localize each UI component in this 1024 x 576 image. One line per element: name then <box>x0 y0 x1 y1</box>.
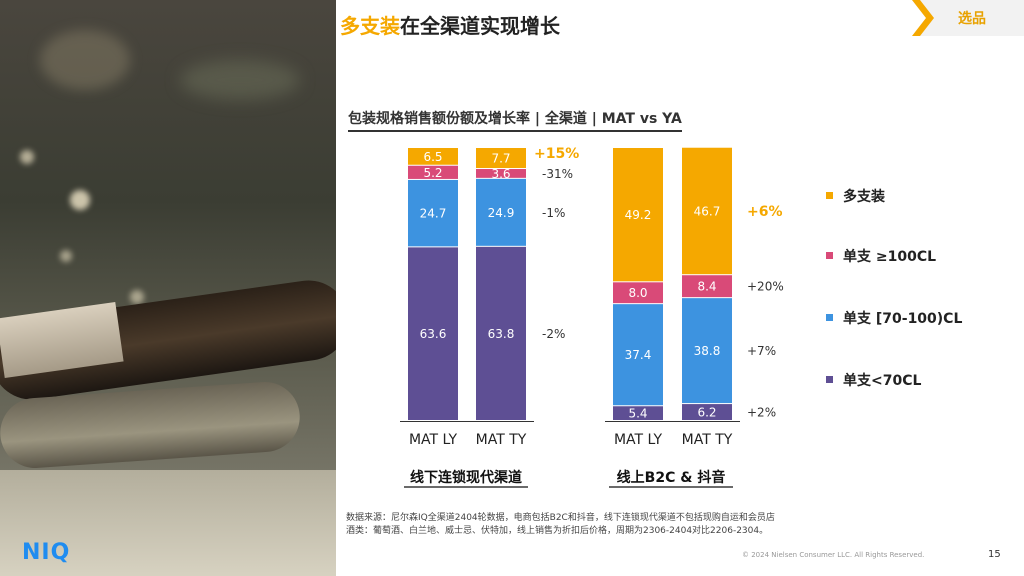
bar-segment <box>682 147 732 275</box>
growth-label: -2% <box>542 327 565 341</box>
page-title-highlight: 多支装 <box>340 14 400 38</box>
page-title-rest: 在全渠道实现增长 <box>400 14 560 38</box>
bar-value-label: 7.7 <box>491 152 510 166</box>
bar-segment <box>476 178 526 246</box>
bar-segment <box>476 169 526 178</box>
bar-value-label: 8.0 <box>628 286 647 300</box>
bar-value-label: 5.2 <box>423 166 442 180</box>
legend-item-single-under-70cl: 单支<70CL <box>826 370 921 390</box>
legend-swatch <box>826 191 833 199</box>
category-label: MAT TY <box>476 432 527 448</box>
bar-segment <box>682 298 732 404</box>
legend-label: 单支 ≥100CL <box>843 249 937 265</box>
legend-label: 单支 [70-100)CL <box>843 311 963 327</box>
legend-label: 多支装 <box>843 189 885 205</box>
page-number: 15 <box>988 549 1001 560</box>
page-title: 多支装在全渠道实现增长 <box>340 10 560 39</box>
bar-segment <box>613 406 663 420</box>
bar-value-label: 63.8 <box>488 327 515 341</box>
bar-segment <box>613 282 663 304</box>
chart-title: 包装规格销售额份额及增长率 | 全渠道 | MAT vs YA <box>348 108 682 132</box>
growth-label: +2% <box>747 406 776 420</box>
group-label: 线上B2C & 抖音 <box>617 469 726 486</box>
bar-segment <box>408 165 458 179</box>
copyright: © 2024 Nielsen Consumer LLC. All Rights … <box>742 551 925 559</box>
footnote-line-2: 酒类：葡萄酒、白兰地、威士忌、伏特加，线上销售为折扣后价格，周期为2306-24… <box>346 526 769 536</box>
growth-label: +6% <box>747 204 783 220</box>
footnote: 数据来源：尼尔森IQ全渠道2404轮数据，电商包括B2C和抖音，线下连锁现代渠道… <box>346 512 775 538</box>
growth-label: +20% <box>747 280 784 294</box>
category-label: MAT LY <box>614 432 663 448</box>
section-tag-shape <box>912 0 1024 36</box>
bar-segment <box>408 179 458 247</box>
bar-segment <box>476 246 526 420</box>
footnote-line-1: 数据来源：尼尔森IQ全渠道2404轮数据，电商包括B2C和抖音，线下连锁现代渠道… <box>346 513 775 523</box>
bar-value-label: 63.6 <box>420 327 447 341</box>
bar-value-label: 6.2 <box>697 406 716 420</box>
growth-label: +15% <box>534 146 579 162</box>
bar-value-label: 5.4 <box>628 407 647 421</box>
legend-swatch <box>826 251 833 259</box>
legend-item-single-70-100cl: 单支 [70-100)CL <box>826 308 962 328</box>
bar-value-label: 38.8 <box>694 344 721 358</box>
bar-value-label: 46.7 <box>694 204 721 218</box>
bar-value-label: 37.4 <box>625 348 652 362</box>
legend-item-multipack: 多支装 <box>826 186 885 206</box>
growth-label: -31% <box>542 167 573 181</box>
bar-value-label: 49.2 <box>625 208 652 222</box>
bar-value-label: 3.6 <box>491 167 510 181</box>
bar-value-label: 24.9 <box>488 206 515 220</box>
category-label: MAT TY <box>682 432 733 448</box>
bar-segment <box>682 404 732 420</box>
bar-value-label: 6.5 <box>423 150 442 164</box>
legend-label: 单支<70CL <box>843 373 922 389</box>
background-photo-wine-bottles: NIQ <box>0 0 336 576</box>
bar-value-label: 24.7 <box>420 207 447 221</box>
legend-item-single-100cl-plus: 单支 ≥100CL <box>826 246 936 266</box>
growth-label: +7% <box>747 344 776 358</box>
growth-label: -1% <box>542 206 565 220</box>
niq-logo: NIQ <box>22 540 71 565</box>
section-tag: 选品 <box>958 11 986 27</box>
legend-swatch <box>826 313 833 321</box>
bar-segment <box>408 247 458 420</box>
bar-segment <box>613 304 663 406</box>
bar-segment <box>476 148 526 169</box>
bar-segment <box>408 148 458 165</box>
legend-swatch <box>826 375 833 383</box>
group-label: 线下连锁现代渠道 <box>410 469 522 486</box>
bar-segment <box>613 148 663 282</box>
category-label: MAT LY <box>409 432 458 448</box>
bar-value-label: 8.4 <box>697 280 716 294</box>
bar-segment <box>682 275 732 298</box>
